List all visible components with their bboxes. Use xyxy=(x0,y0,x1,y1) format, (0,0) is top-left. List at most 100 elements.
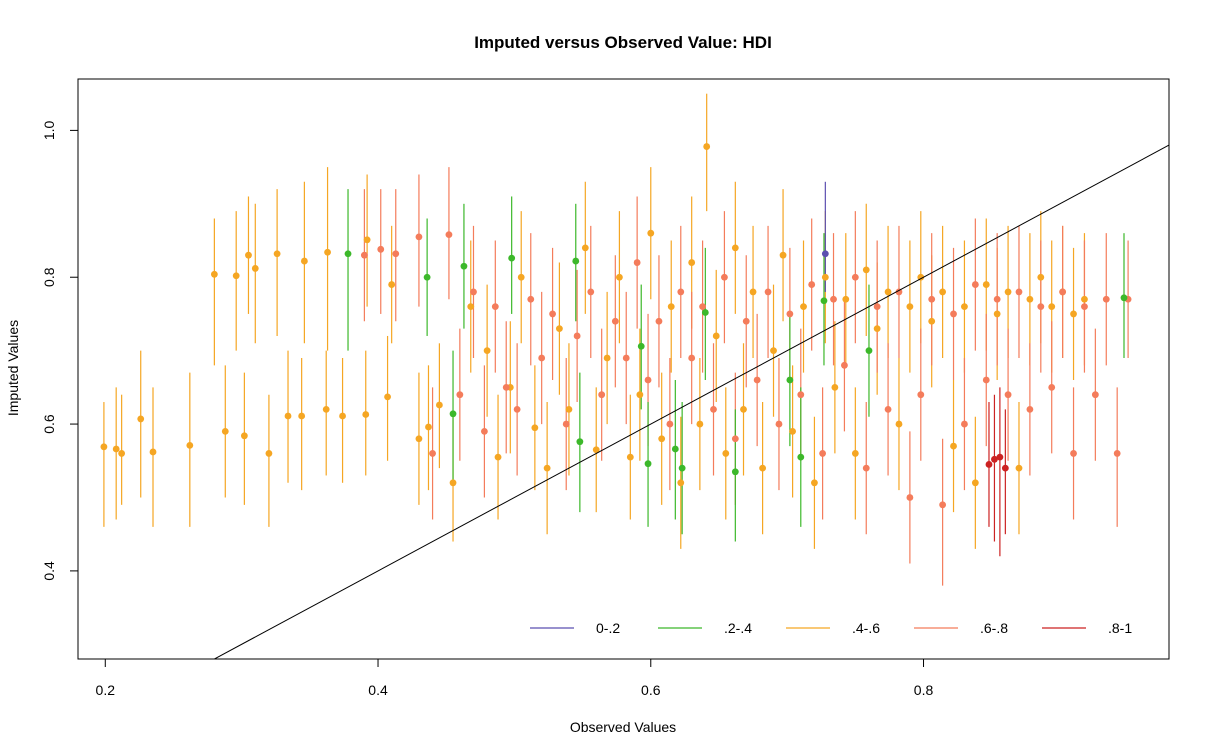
data-point xyxy=(1113,450,1121,457)
reference-line xyxy=(213,144,1169,659)
data-point xyxy=(701,309,709,316)
data-point xyxy=(549,310,556,318)
data-point xyxy=(658,435,666,443)
data-point xyxy=(517,273,525,281)
data-point xyxy=(1081,303,1088,310)
data-point xyxy=(494,453,502,461)
data-point xyxy=(841,361,848,369)
data-point xyxy=(531,424,539,432)
data-point xyxy=(1048,303,1056,310)
legend-label: 0-.2 xyxy=(596,620,620,636)
data-point xyxy=(449,410,457,418)
data-point xyxy=(644,376,652,384)
data-point xyxy=(344,250,352,258)
data-point xyxy=(362,411,370,418)
data-point xyxy=(425,423,432,431)
data-point xyxy=(1091,391,1099,399)
data-point xyxy=(939,501,947,509)
data-point xyxy=(1037,273,1045,281)
data-point xyxy=(731,468,739,476)
x-tick-label: 0.4 xyxy=(368,682,388,698)
data-point xyxy=(636,391,644,399)
data-point xyxy=(622,354,630,362)
data-point xyxy=(753,376,761,384)
data-point xyxy=(423,273,431,281)
data-point xyxy=(587,288,595,296)
data-point xyxy=(483,347,491,355)
data-point xyxy=(360,251,368,259)
data-point xyxy=(996,453,1004,461)
data-point xyxy=(251,265,259,272)
data-point xyxy=(906,303,914,310)
data-point xyxy=(384,393,391,401)
data-point xyxy=(873,303,881,310)
legend: 0-.2 .2-.4 .4-.6 .6-.8 .8-1 xyxy=(530,620,1132,636)
data-point xyxy=(298,412,306,420)
data-point xyxy=(961,420,968,428)
data-point xyxy=(808,281,816,288)
data-point xyxy=(240,432,248,440)
data-point xyxy=(324,248,331,256)
data-point xyxy=(786,310,794,318)
legend-label: .4-.6 xyxy=(852,620,880,636)
data-point xyxy=(100,443,108,451)
data-point xyxy=(667,303,675,310)
data-point xyxy=(1070,310,1077,318)
data-point xyxy=(666,420,674,428)
data-point xyxy=(527,295,535,303)
data-point xyxy=(1026,295,1034,303)
data-point xyxy=(149,448,157,456)
data-point xyxy=(1015,288,1023,296)
data-point xyxy=(677,288,685,296)
data-point xyxy=(339,412,346,420)
data-point xyxy=(284,412,292,420)
data-point xyxy=(671,445,679,453)
data-point xyxy=(186,441,194,449)
data-point xyxy=(1048,383,1056,391)
data-point xyxy=(906,494,914,501)
data-point xyxy=(895,288,903,296)
data-point xyxy=(1015,464,1023,472)
data-point xyxy=(460,262,468,270)
data-point xyxy=(415,233,423,241)
data-point xyxy=(731,244,739,252)
data-point xyxy=(775,420,783,428)
data-point xyxy=(971,479,979,487)
data-point xyxy=(480,428,488,435)
data-point xyxy=(445,231,453,239)
data-point xyxy=(928,317,936,325)
data-point xyxy=(895,420,903,428)
data-point xyxy=(1004,391,1012,399)
data-point xyxy=(647,229,655,237)
data-point xyxy=(1070,450,1077,457)
data-point xyxy=(581,244,589,252)
data-point xyxy=(991,455,998,463)
data-point xyxy=(1004,288,1012,296)
data-point xyxy=(603,354,611,362)
data-point xyxy=(821,250,829,258)
data-point xyxy=(118,450,126,457)
data-point xyxy=(982,281,990,288)
chart-title: Imputed versus Observed Value: HDI xyxy=(474,33,772,52)
data-point xyxy=(300,257,308,265)
data-point xyxy=(592,446,600,454)
data-point xyxy=(678,464,686,472)
data-point xyxy=(851,273,859,281)
legend-label: .8-1 xyxy=(1108,620,1132,636)
data-point xyxy=(562,420,570,428)
data-point xyxy=(633,259,641,266)
data-point xyxy=(721,273,728,281)
data-point xyxy=(873,325,881,333)
y-axis: 0.4 0.6 0.8 1.0 xyxy=(41,120,78,581)
data-point xyxy=(764,288,772,296)
data-point xyxy=(950,442,957,450)
data-point xyxy=(1001,464,1009,472)
data-point xyxy=(851,450,859,457)
data-point xyxy=(759,464,767,472)
data-point xyxy=(939,288,947,296)
data-point xyxy=(470,288,477,296)
data-point xyxy=(722,450,730,457)
x-axis-label: Observed Values xyxy=(570,719,676,735)
plot-frame xyxy=(77,78,1170,660)
data-point xyxy=(273,250,281,258)
